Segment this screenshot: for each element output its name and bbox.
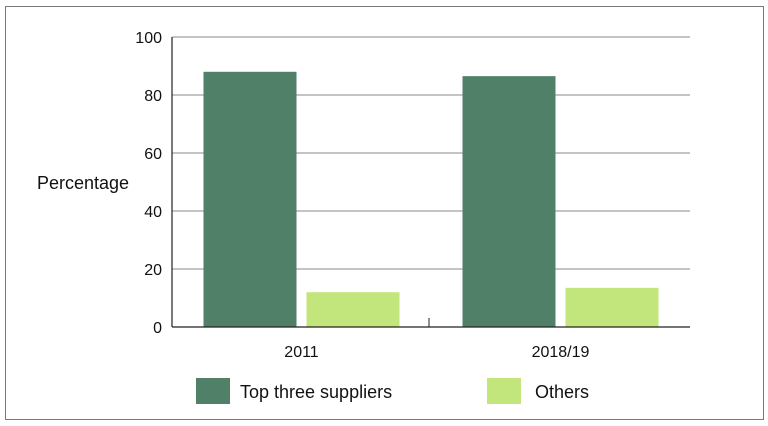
y-tick-label: 100 [135,30,162,47]
y-tick-label: 80 [144,88,162,105]
bar-others-2011 [306,292,400,327]
bar-others-201819 [565,287,659,327]
legend-label: Top three suppliers [240,382,392,402]
axes [171,37,690,328]
y-tick-label: 40 [144,204,162,221]
legend-swatch [196,378,230,404]
y-tick-label: 20 [144,262,162,279]
chart-frame [5,6,764,420]
legend-swatch [487,378,521,404]
legend: Top three suppliers Others [196,378,589,404]
bar-top-three-suppliers-2011 [203,71,297,327]
bars [203,71,659,328]
y-axis-title: Percentage [37,173,129,193]
y-tick-label: 60 [144,146,162,163]
x-tick-labels: 2011 2018/19 [284,344,589,361]
legend-label: Others [535,382,589,402]
x-tick-label: 2011 [284,344,319,361]
x-tick-label: 2018/19 [532,344,590,361]
bar-top-three-suppliers-201819 [462,76,556,328]
y-tick-label: 0 [153,320,162,337]
y-tick-labels: 0 20 40 60 80 100 [135,30,162,337]
